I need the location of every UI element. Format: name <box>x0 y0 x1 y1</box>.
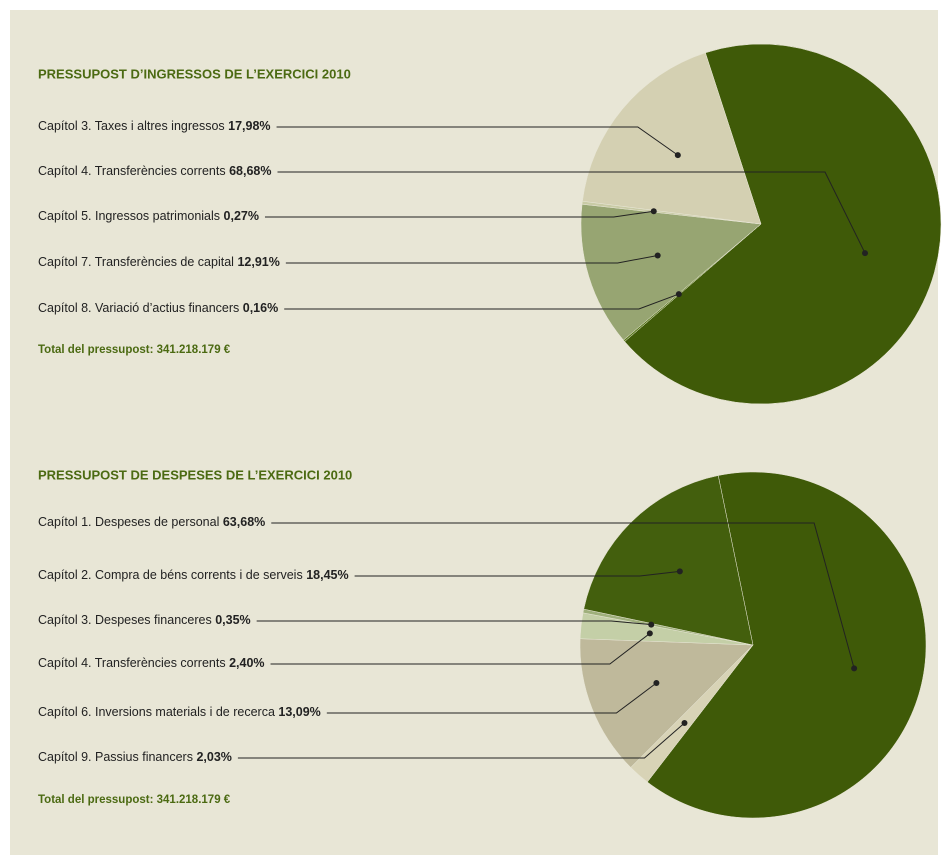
value-label: 2,40% <box>229 656 264 670</box>
leader-dot <box>676 568 683 575</box>
leader-line <box>276 126 679 156</box>
category-name: Capítol 5. Ingressos patrimonials <box>38 209 220 223</box>
legend-label: Capítol 6. Inversions materials i de rec… <box>38 705 321 719</box>
category-name: Capítol 7. Transferències de capital <box>38 255 234 269</box>
value-label: 63,68% <box>223 515 265 529</box>
category-name: Capítol 1. Despeses de personal <box>38 515 219 529</box>
pie-slice <box>583 475 754 646</box>
value-label: 68,68% <box>229 164 271 178</box>
legend-label: Capítol 7. Transferències de capital 12,… <box>38 255 280 269</box>
chart-title: PRESSUPOST D’INGRESSOS DE L’EXERCICI 201… <box>38 66 351 81</box>
value-label: 17,98% <box>228 119 270 133</box>
category-name: Capítol 4. Transferències corrents <box>38 164 226 178</box>
leader-line <box>277 171 866 254</box>
leader-line <box>271 522 855 669</box>
legend-label: Capítol 2. Compra de béns corrents i de … <box>38 568 349 582</box>
leader-line <box>326 682 657 714</box>
leader-line <box>270 633 651 665</box>
chart-title: PRESSUPOST DE DESPESES DE L’EXERCICI 201… <box>38 467 352 482</box>
leader-line <box>237 722 685 759</box>
leader-dot <box>675 291 682 298</box>
legend-label: Capítol 4. Transferències corrents 2,40% <box>38 656 265 670</box>
pie-slice <box>582 52 762 225</box>
leader-line <box>264 210 654 218</box>
category-name: Capítol 9. Passius financers <box>38 750 193 764</box>
pie-slice <box>580 203 762 341</box>
leader-line <box>256 620 652 626</box>
leader-dot <box>681 719 688 726</box>
pie-slice <box>646 471 927 819</box>
legend-label: Capítol 5. Ingressos patrimonials 0,27% <box>38 209 259 223</box>
leader-line <box>354 570 680 577</box>
total-label: Total del pressupost: 341.218.179 € <box>38 344 231 356</box>
value-label: 18,45% <box>306 568 348 582</box>
leader-dot <box>862 250 869 257</box>
pie-slice <box>624 43 942 405</box>
category-name: Capítol 4. Transferències corrents <box>38 656 226 670</box>
legend-label: Capítol 3. Despeses financeres 0,35% <box>38 613 251 627</box>
leader-line <box>285 254 658 264</box>
legend-label: Capítol 1. Despeses de personal 63,68% <box>38 515 265 529</box>
leader-dot <box>653 680 660 687</box>
category-name: Capítol 3. Despeses financeres <box>38 613 212 627</box>
category-name: Capítol 8. Variació d’actius financers <box>38 301 239 315</box>
pie-slice <box>579 638 754 768</box>
value-label: 2,03% <box>196 750 231 764</box>
value-label: 0,16% <box>243 301 278 315</box>
legend-label: Capítol 8. Variació d’actius financers 0… <box>38 301 278 315</box>
leader-dot <box>654 252 661 259</box>
leader-dot <box>646 630 653 637</box>
category-name: Capítol 6. Inversions materials i de rec… <box>38 705 275 719</box>
value-label: 0,35% <box>215 613 250 627</box>
leader-dot <box>674 152 681 159</box>
category-name: Capítol 2. Compra de béns corrents i de … <box>38 568 303 582</box>
legend-label: Capítol 9. Passius financers 2,03% <box>38 750 232 764</box>
value-label: 12,91% <box>237 255 279 269</box>
legend-label: Capítol 4. Transferències corrents 68,68… <box>38 164 271 178</box>
leader-line <box>284 293 680 310</box>
legend-label: Capítol 3. Taxes i altres ingressos 17,9… <box>38 119 271 133</box>
value-label: 0,27% <box>224 209 259 223</box>
value-label: 13,09% <box>278 705 320 719</box>
leader-dot <box>648 621 655 628</box>
leader-dot <box>650 208 657 215</box>
leader-dot <box>851 665 858 672</box>
total-label: Total del pressupost: 341.218.179 € <box>38 794 231 806</box>
category-name: Capítol 3. Taxes i altres ingressos <box>38 119 225 133</box>
